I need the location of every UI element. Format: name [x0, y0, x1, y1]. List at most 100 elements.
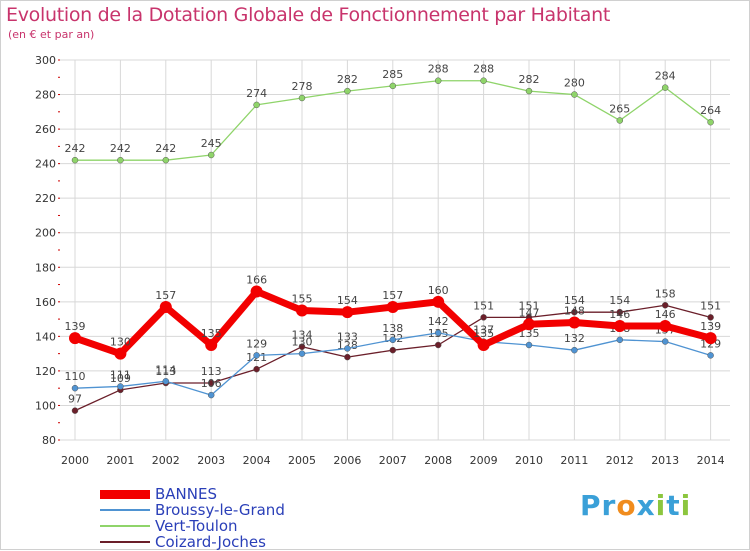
data-label: 139: [65, 320, 86, 333]
data-label: 132: [564, 332, 585, 345]
data-point: [661, 302, 669, 309]
logo-letter: i: [655, 489, 667, 522]
data-label: 242: [65, 142, 86, 155]
data-point: [434, 329, 442, 337]
data-label: 264: [700, 104, 721, 117]
data-label: 157: [382, 289, 403, 302]
data-point: [71, 384, 79, 392]
x-tick-label: 2002: [152, 454, 180, 467]
x-tick-label: 2012: [606, 454, 634, 467]
x-tick-label: 2013: [651, 454, 679, 467]
data-point: [659, 320, 672, 332]
data-label: 265: [609, 102, 630, 115]
data-point: [613, 320, 626, 332]
data-label: 155: [292, 292, 313, 305]
legend-label: Vert-Toulon: [155, 517, 238, 535]
data-label: 151: [700, 299, 721, 312]
x-tick-label: 2011: [560, 454, 588, 467]
data-label: 160: [428, 284, 449, 297]
data-point: [661, 84, 669, 91]
data-label: 146: [655, 308, 676, 321]
data-label: 288: [428, 63, 449, 76]
data-point: [117, 156, 124, 164]
data-point: [616, 308, 624, 316]
y-tick-label: 80: [42, 434, 56, 447]
y-tick-label: 280: [35, 89, 56, 102]
data-point: [477, 339, 490, 351]
legend-label: BANNES: [155, 485, 217, 503]
data-label: 142: [428, 315, 449, 328]
data-label: 282: [337, 73, 358, 86]
y-tick-label: 260: [35, 123, 56, 136]
data-point: [250, 285, 263, 298]
y-tick-label: 300: [35, 54, 56, 67]
data-point: [707, 118, 714, 126]
data-label: 166: [246, 273, 267, 286]
data-point: [344, 345, 351, 352]
data-label: 110: [65, 370, 86, 383]
data-point: [344, 87, 351, 95]
data-label: 139: [700, 320, 721, 333]
data-label: 282: [519, 73, 540, 86]
x-tick-label: 2001: [106, 454, 134, 467]
chart-legend: BANNES Broussy-le-Grand Vert-Toulon Coizard…: [100, 486, 285, 550]
chart-subtitle: (en € et par an): [8, 28, 95, 41]
data-point: [159, 301, 172, 313]
y-tick-label: 100: [35, 399, 56, 412]
data-label: 148: [564, 305, 585, 318]
data-label: 97: [68, 393, 82, 406]
legend-swatch: [100, 541, 150, 543]
y-tick-label: 160: [35, 296, 56, 309]
data-label: 157: [155, 289, 176, 302]
data-point: [571, 346, 578, 354]
data-point: [434, 341, 442, 349]
data-point: [704, 332, 717, 345]
data-label: 137: [473, 324, 494, 337]
data-label: 154: [337, 294, 358, 307]
data-label: 154: [609, 294, 630, 307]
data-label: 288: [473, 63, 494, 76]
logo-letter: x: [636, 489, 656, 522]
logo-letter: r: [601, 489, 617, 522]
data-label: 147: [519, 306, 540, 319]
logo-letter: o: [616, 489, 637, 522]
legend-swatch: [100, 525, 150, 527]
x-tick-label: 2009: [470, 454, 498, 467]
data-point: [525, 87, 533, 95]
data-label: 285: [382, 68, 403, 81]
data-label: 129: [246, 337, 267, 350]
data-label: 113: [201, 365, 222, 378]
data-label: 245: [201, 137, 222, 150]
data-point: [571, 308, 578, 316]
legend-label: Coizard-Joches: [155, 533, 266, 551]
data-label: 135: [201, 327, 222, 340]
data-label: 106: [201, 377, 222, 390]
data-point: [298, 343, 306, 350]
x-tick-label: 2006: [333, 454, 361, 467]
data-label: 130: [110, 336, 131, 349]
data-label: 151: [473, 299, 494, 312]
data-point: [661, 338, 669, 345]
legend-label: Broussy-le-Grand: [155, 501, 285, 519]
data-label: 154: [564, 294, 585, 307]
x-tick-label: 2008: [424, 454, 452, 467]
x-tick-label: 2004: [243, 454, 271, 467]
data-point: [434, 77, 442, 84]
legend-swatch: [100, 509, 150, 511]
x-tick-label: 2003: [197, 454, 225, 467]
data-point: [207, 391, 215, 399]
x-tick-label: 2007: [379, 454, 407, 467]
data-point: [523, 318, 535, 331]
data-point: [117, 383, 124, 390]
data-point: [616, 117, 624, 124]
data-point: [69, 332, 81, 345]
x-tick-label: 2000: [61, 454, 89, 467]
y-tick-label: 200: [35, 227, 56, 240]
data-label: 135: [473, 327, 494, 340]
data-label: 133: [337, 330, 358, 343]
data-point: [298, 94, 306, 102]
data-point: [162, 378, 170, 385]
data-point: [480, 314, 487, 321]
